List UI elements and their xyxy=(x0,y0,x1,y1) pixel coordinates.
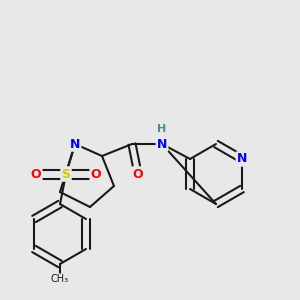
Text: N: N xyxy=(157,137,167,151)
Text: O: O xyxy=(91,167,101,181)
Text: N: N xyxy=(237,152,247,166)
Text: H: H xyxy=(158,124,166,134)
Text: S: S xyxy=(61,167,70,181)
Text: N: N xyxy=(70,137,80,151)
Text: O: O xyxy=(31,167,41,181)
Text: O: O xyxy=(133,167,143,181)
Text: CH₃: CH₃ xyxy=(51,274,69,284)
